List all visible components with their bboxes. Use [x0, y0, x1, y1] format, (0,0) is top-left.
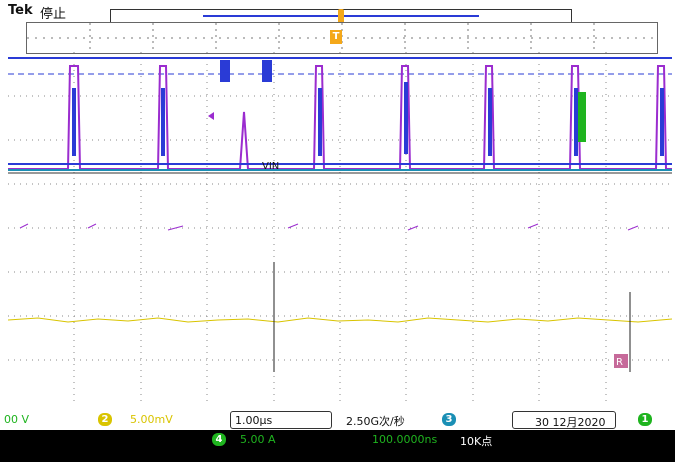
- ch1-ground-marker-icon: [208, 112, 214, 120]
- date-readout: 30 12月2020: [535, 416, 606, 429]
- timebase-box[interactable]: 1.00µs: [230, 411, 332, 429]
- sample-rate: 2.50G次/秒: [346, 415, 405, 428]
- ch2-badge[interactable]: 2: [98, 413, 112, 426]
- svg-text:R: R: [616, 357, 623, 368]
- green-ref-segments: [578, 92, 586, 142]
- date-box: 30 12月2020: [512, 411, 616, 429]
- brand-label: Tek: [8, 3, 33, 18]
- acquisition-state: 停止: [40, 7, 67, 22]
- trigger-position-icon[interactable]: [338, 9, 344, 27]
- ch1-badge[interactable]: 1: [638, 413, 652, 426]
- reference-marker-icon: [614, 354, 628, 368]
- trigger-delay[interactable]: 100.0000ns: [372, 433, 438, 446]
- grid: [8, 52, 672, 404]
- ch3-badge[interactable]: 3: [442, 413, 456, 426]
- trigger-marker-icon[interactable]: T: [330, 30, 342, 44]
- waveform-ruler: [26, 22, 658, 54]
- ch2-noise-trace: [8, 317, 672, 323]
- purple-pulse-train: [8, 65, 672, 170]
- record-length: 10K点: [460, 435, 493, 448]
- waveform-graticule[interactable]: R VIN: [8, 52, 672, 404]
- ch4-badge[interactable]: 4: [212, 433, 226, 446]
- vin-label: VIN: [262, 161, 279, 172]
- ch1-scale[interactable]: 00 V: [4, 413, 30, 426]
- ruler-ticks: [27, 23, 657, 53]
- ch4-scale[interactable]: 5.00 A: [240, 433, 276, 446]
- title-bar: Tek 停止: [0, 0, 675, 27]
- blue-pulse-segments: [72, 60, 664, 156]
- secondary-readout-row: 4 5.00 A 100.0000ns 10K点: [0, 430, 675, 462]
- ch2-scale[interactable]: 5.00mV: [130, 413, 173, 426]
- time-per-div: 1.00µs: [235, 414, 273, 427]
- ch1-noise-row: [19, 223, 639, 231]
- status-bar: 00 V 2 5.00mV 1.00µs 2.50G次/秒 3 30 12月20…: [0, 404, 675, 462]
